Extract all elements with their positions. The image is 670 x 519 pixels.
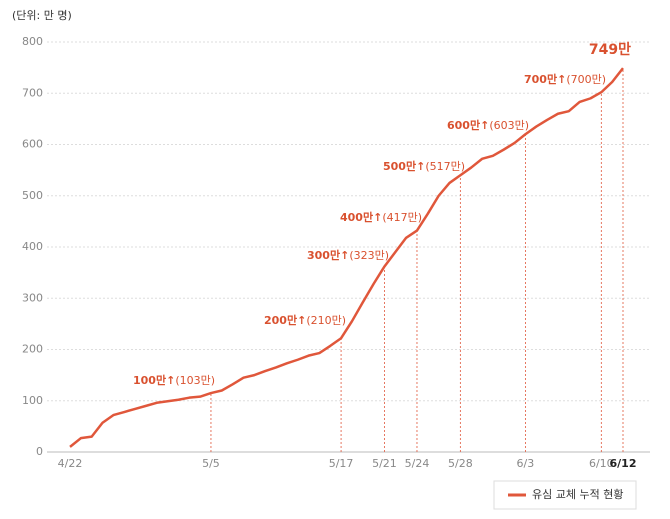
annotation: 200만↑(210만) <box>264 313 346 327</box>
y-tick-label: 400 <box>22 240 43 253</box>
y-tick-label: 200 <box>22 343 43 356</box>
annotation-detail: (603만) <box>489 119 529 132</box>
annotation-bold: 500만↑ <box>383 159 425 173</box>
x-tick-label: 5/28 <box>448 457 473 470</box>
annotation-detail: (700만) <box>566 73 606 86</box>
x-tick-label: 4/22 <box>58 457 83 470</box>
annotation-detail: (323만) <box>349 249 389 262</box>
annotation: 500만↑(517만) <box>383 159 465 173</box>
annotation-detail: (517만) <box>425 160 465 173</box>
annotation-bold: 100만↑ <box>133 373 175 387</box>
x-tick-label: 5/24 <box>405 457 430 470</box>
annotation: 400만↑(417만) <box>340 210 422 224</box>
x-tick-label: 5/5 <box>202 457 220 470</box>
y-tick-label: 300 <box>22 291 43 304</box>
annotation-detail: (417만) <box>382 211 422 224</box>
annotation-bold: 200만↑ <box>264 313 306 327</box>
x-tick-label: 5/17 <box>329 457 354 470</box>
y-tick-label: 800 <box>22 35 43 48</box>
annotation-bold: 600만↑ <box>447 118 489 132</box>
annotation-detail: (210만) <box>306 314 346 327</box>
x-tick-label: 5/21 <box>372 457 397 470</box>
line <box>69 67 624 448</box>
x-tick-label: 6/10 <box>589 457 614 470</box>
data-label: 749만 <box>589 42 631 58</box>
x-tick-label: 6/12 <box>610 457 637 470</box>
annotation-bold: 300만↑ <box>307 248 349 262</box>
annotation: 600만↑(603만) <box>447 118 529 132</box>
y-axis-label: (단위: 만 명) <box>12 9 72 22</box>
y-tick-label: 500 <box>22 189 43 202</box>
annotation: 700만↑(700만) <box>524 72 606 86</box>
y-tick-label: 100 <box>22 394 43 407</box>
y-tick-label: 600 <box>22 138 43 151</box>
legend-label: 유심 교체 누적 현황 <box>532 488 623 501</box>
annotation-bold: 400만↑ <box>340 210 382 224</box>
y-tick-label: 0 <box>36 445 43 458</box>
y-tick-label: 700 <box>22 86 43 99</box>
x-tick-label: 6/3 <box>517 457 535 470</box>
annotation-bold: 700만↑ <box>524 72 566 86</box>
annotation: 100만↑(103만) <box>133 373 215 387</box>
annotation-detail: (103만) <box>175 374 215 387</box>
annotation: 300만↑(323만) <box>307 248 389 262</box>
